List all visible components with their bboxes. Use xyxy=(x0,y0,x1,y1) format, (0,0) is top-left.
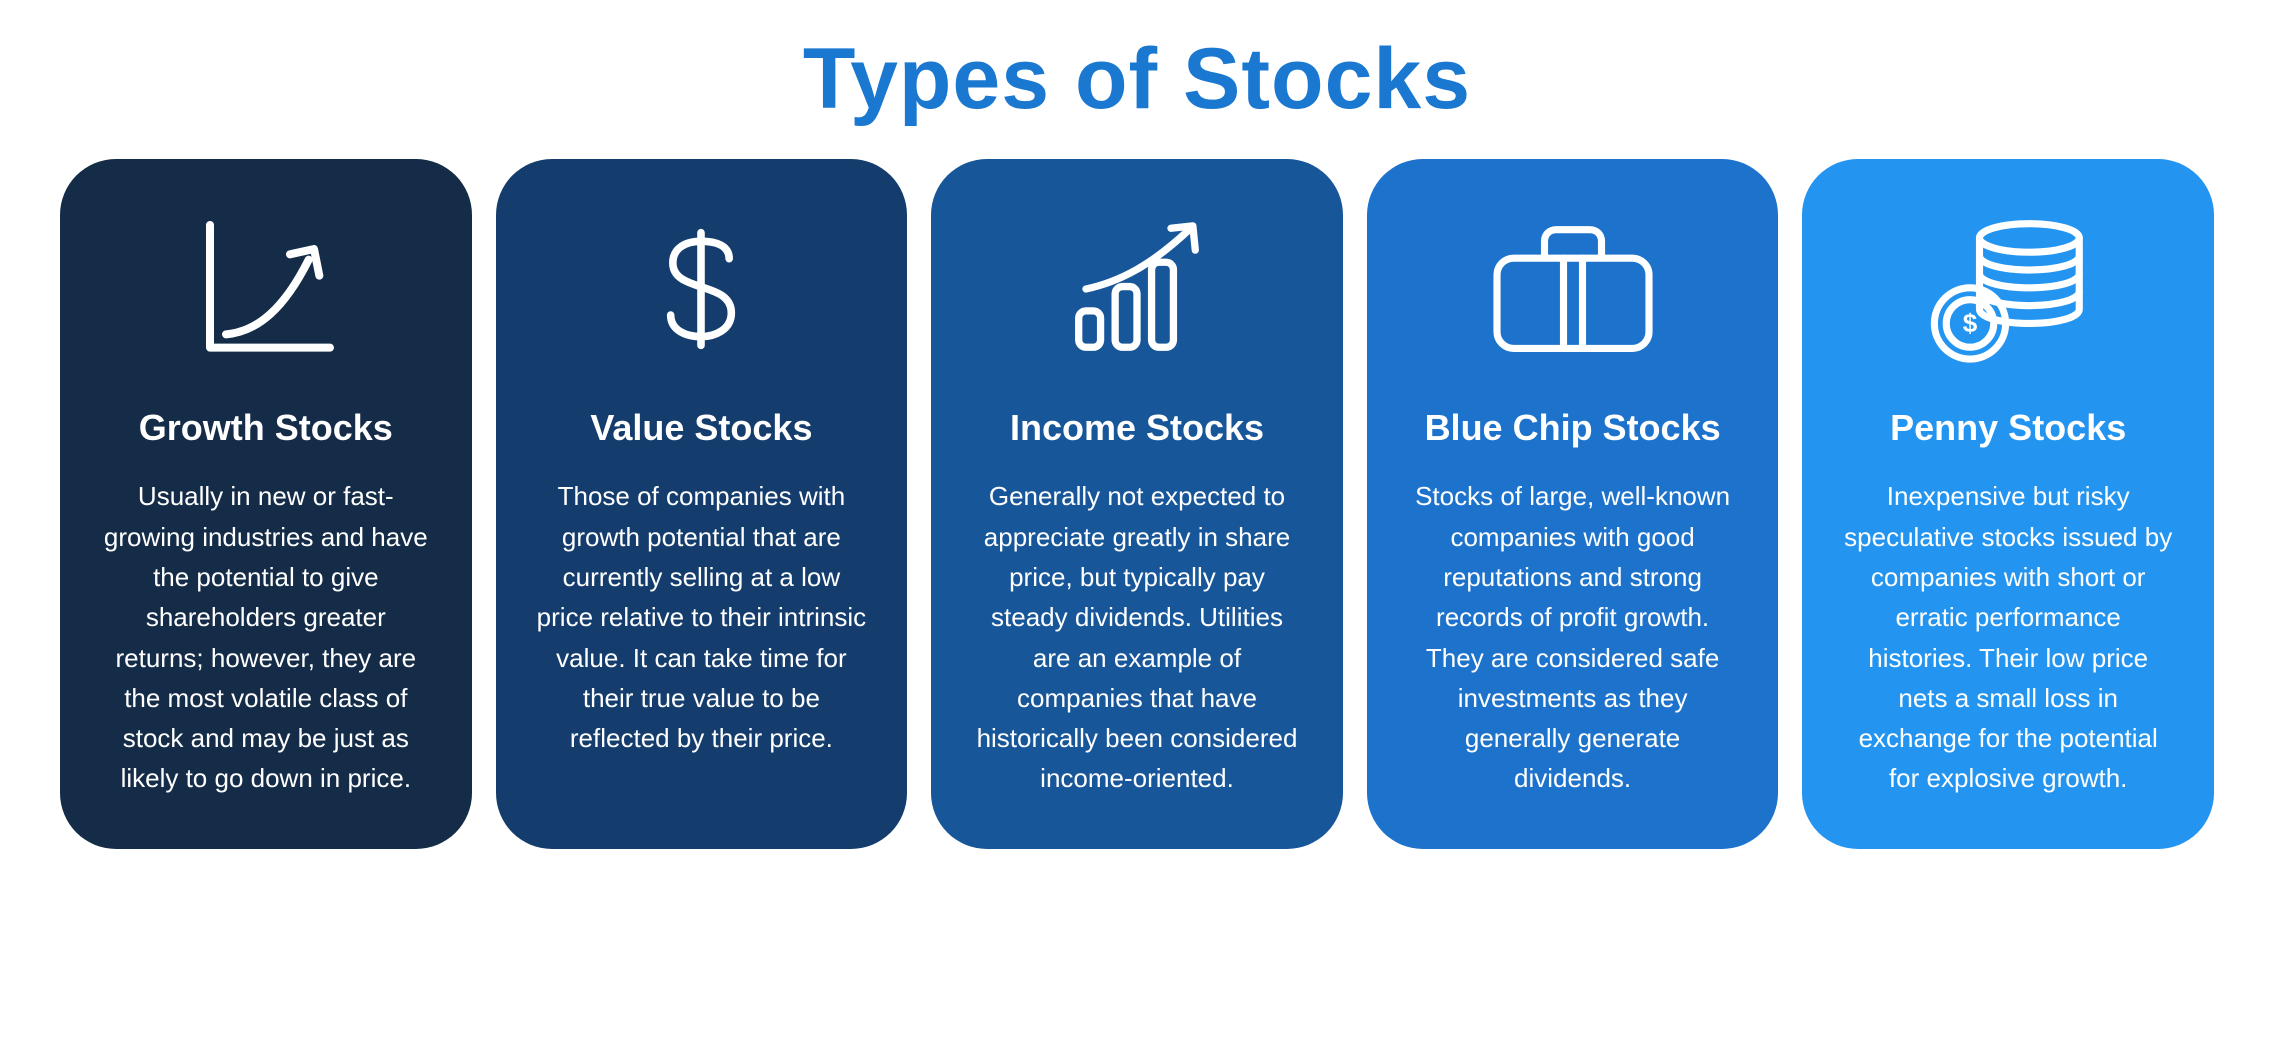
card-penny-title: Penny Stocks xyxy=(1890,407,2126,448)
card-growth-desc: Usually in new or fast-growing industrie… xyxy=(101,476,431,798)
card-value-desc: Those of companies with growth potential… xyxy=(536,476,866,758)
svg-text:$: $ xyxy=(1963,308,1978,338)
coin-stack-icon: $ xyxy=(1834,199,2182,379)
card-value: Value Stocks Those of companies with gro… xyxy=(496,159,908,849)
briefcase-icon xyxy=(1399,199,1747,379)
card-income-desc: Generally not expected to appreciate gre… xyxy=(972,476,1302,798)
bar-chart-up-icon xyxy=(963,199,1311,379)
card-value-title: Value Stocks xyxy=(590,407,812,448)
card-growth-title: Growth Stocks xyxy=(139,407,393,448)
infographic-root: Types of Stocks Growth Stocks Usually in… xyxy=(0,0,2274,889)
card-bluechip-title: Blue Chip Stocks xyxy=(1425,407,1721,448)
dollar-sign-icon xyxy=(528,199,876,379)
card-bluechip-desc: Stocks of large, well-known companies wi… xyxy=(1408,476,1738,798)
page-title: Types of Stocks xyxy=(60,30,2214,129)
card-penny-desc: Inexpensive but risky speculative stocks… xyxy=(1843,476,2173,798)
card-growth: Growth Stocks Usually in new or fast-gro… xyxy=(60,159,472,849)
card-income: Income Stocks Generally not expected to … xyxy=(931,159,1343,849)
card-bluechip: Blue Chip Stocks Stocks of large, well-k… xyxy=(1367,159,1779,849)
card-penny: $ Penny Stocks Inexpensive but risky spe… xyxy=(1802,159,2214,849)
card-income-title: Income Stocks xyxy=(1010,407,1264,448)
cards-row: Growth Stocks Usually in new or fast-gro… xyxy=(60,159,2214,849)
growth-chart-icon xyxy=(92,199,440,379)
